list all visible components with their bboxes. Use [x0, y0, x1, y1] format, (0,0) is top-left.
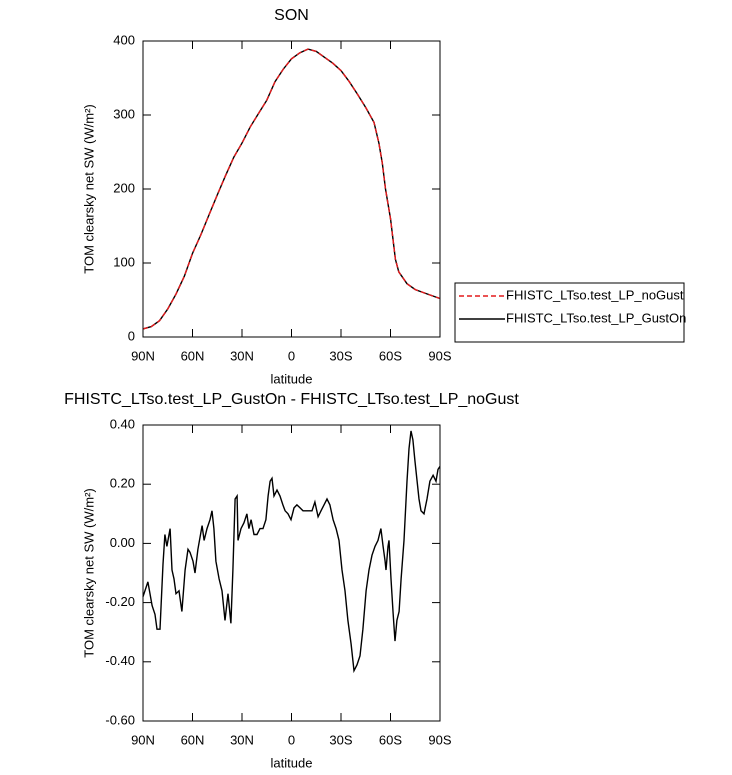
x-tick-label: 90N — [131, 732, 155, 747]
x-tick-label: 30N — [230, 732, 254, 747]
x-tick-label: 0 — [288, 348, 295, 363]
x-tick-label: 30N — [230, 348, 254, 363]
y-axis-label: TOM clearsky net SW (W/m²) — [81, 488, 96, 657]
panel-title: FHISTC_LTso.test_LP_GustOn - FHISTC_LTso… — [64, 391, 519, 408]
data-line — [142, 430, 441, 674]
y-tick-label: 0.00 — [110, 535, 135, 550]
y-tick-label: -0.20 — [105, 594, 135, 609]
x-tick-label: 90S — [428, 348, 451, 363]
x-tick-label: 60S — [379, 348, 402, 363]
y-tick-label: 0 — [128, 328, 135, 343]
plot-frame — [142, 424, 441, 722]
x-tick-label: 90S — [428, 732, 451, 747]
legend-label: FHISTC_LTso.test_LP_noGust — [506, 287, 684, 302]
panel-title: SON — [274, 7, 309, 24]
y-tick-label: 400 — [113, 32, 135, 47]
x-tick-label: 60N — [181, 348, 205, 363]
x-tick-label: 60N — [181, 732, 205, 747]
y-tick-label: 300 — [113, 106, 135, 121]
plot-frame — [142, 40, 441, 338]
x-tick-label: 30S — [329, 732, 352, 747]
legend-label: FHISTC_LTso.test_LP_GustOn — [506, 310, 686, 325]
y-tick-label: 200 — [113, 180, 135, 195]
data-line — [142, 48, 441, 330]
y-tick-label: 0.40 — [110, 416, 135, 431]
x-axis-label: latitude — [271, 755, 313, 770]
data-line — [142, 48, 441, 330]
y-tick-label: 100 — [113, 254, 135, 269]
y-tick-label: -0.60 — [105, 712, 135, 727]
x-tick-label: 60S — [379, 732, 402, 747]
x-axis-label: latitude — [271, 371, 313, 386]
x-tick-label: 30S — [329, 348, 352, 363]
y-tick-label: 0.20 — [110, 476, 135, 491]
x-tick-label: 90N — [131, 348, 155, 363]
legend-box — [454, 282, 685, 343]
y-axis-label: TOM clearsky net SW (W/m²) — [81, 104, 96, 273]
x-tick-label: 0 — [288, 732, 295, 747]
y-tick-label: -0.40 — [105, 653, 135, 668]
